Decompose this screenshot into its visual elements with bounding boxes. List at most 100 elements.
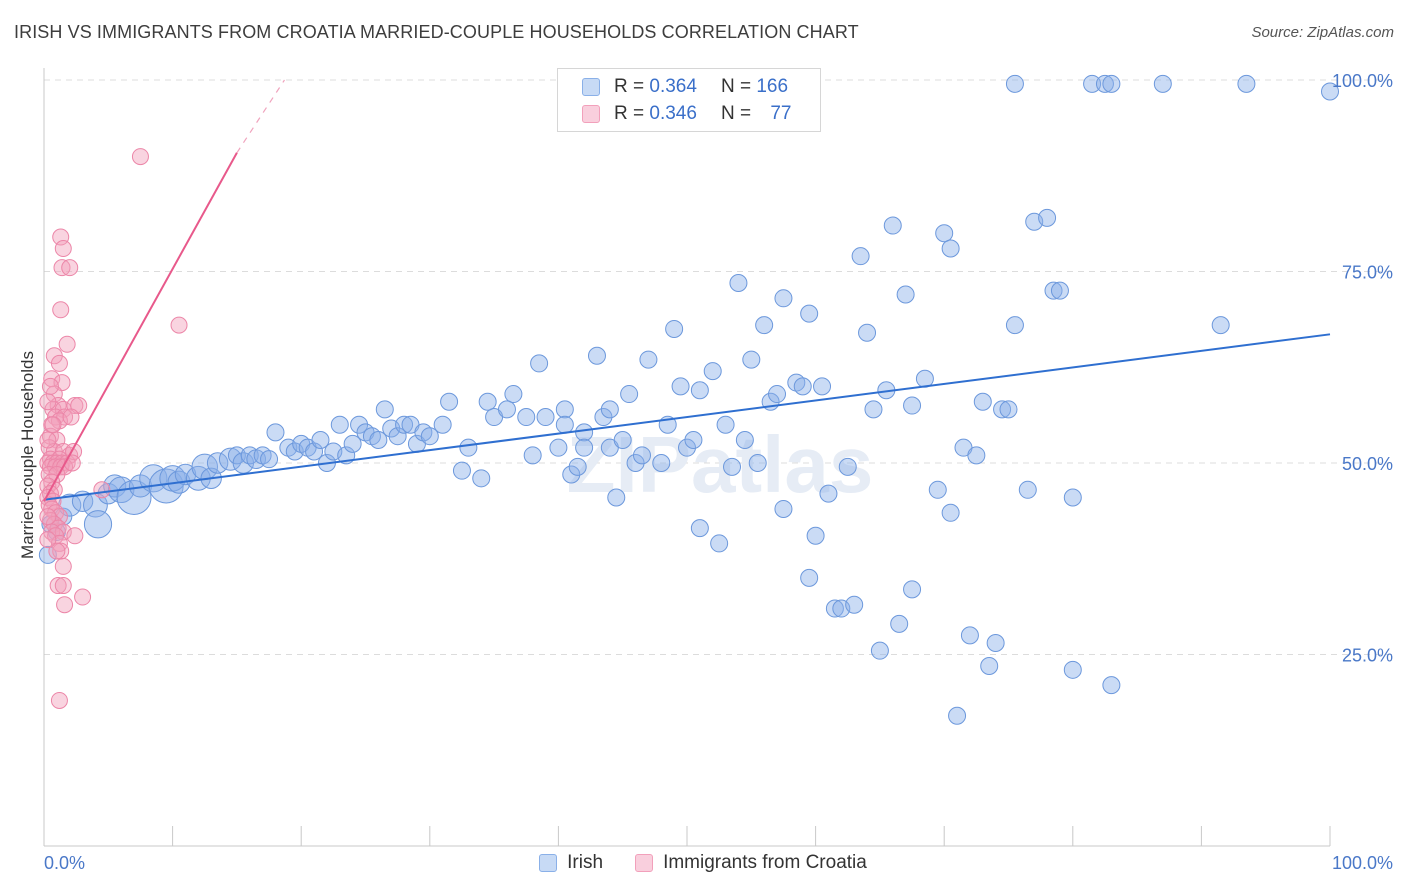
data-point (774, 499, 793, 518)
data-point (63, 454, 81, 472)
data-point (903, 580, 922, 599)
data-point (967, 446, 986, 465)
data-point (206, 452, 229, 474)
r-label: R = (614, 103, 645, 124)
legend-row-irish: R = 0.364 N = 166 (582, 74, 788, 100)
watermark: ZIPatlas (567, 420, 874, 509)
data-point (755, 316, 774, 335)
data-point (1063, 660, 1082, 679)
data-point (980, 656, 999, 675)
data-point (941, 239, 960, 258)
y-tick-label: 100.0% (1332, 71, 1393, 91)
data-point (806, 526, 825, 545)
data-point (742, 350, 761, 369)
legend-item-irish: Irish (539, 852, 603, 874)
data-point (594, 408, 613, 427)
irish-legend-swatch (539, 854, 558, 872)
source-label: Source: ZipAtlas.com (1251, 24, 1394, 41)
data-point (710, 534, 729, 553)
data-point (131, 148, 149, 166)
data-point (735, 431, 754, 450)
data-point (549, 438, 568, 457)
data-point (350, 415, 369, 434)
data-point (459, 438, 478, 457)
data-point (530, 354, 549, 373)
irish-n-value: 166 (756, 76, 789, 97)
data-point (1018, 480, 1037, 499)
data-point (986, 634, 1005, 653)
r-label: R = (614, 76, 645, 97)
data-point (1102, 74, 1121, 93)
croatia-legend-label: Immigrants from Croatia (663, 852, 867, 873)
data-point (41, 377, 59, 395)
data-point (632, 446, 651, 465)
chart-title: IRISH VS IMMIGRANTS FROM CROATIA MARRIED… (14, 22, 859, 42)
series-legend: Irish Immigrants from Croatia (0, 852, 1406, 874)
data-point (433, 415, 452, 434)
data-point (420, 427, 439, 446)
data-point (48, 542, 66, 560)
data-point (523, 446, 542, 465)
data-point (54, 577, 72, 595)
data-point (600, 400, 619, 419)
data-point (66, 527, 84, 545)
data-point (639, 350, 658, 369)
data-point (39, 393, 57, 411)
croatia-swatch (582, 105, 600, 123)
grid-lines (44, 79, 1395, 655)
n-label: N = (720, 103, 752, 124)
data-point (729, 273, 748, 292)
data-point (800, 568, 819, 587)
data-point (74, 588, 92, 606)
data-point (825, 599, 844, 618)
data-point (870, 641, 889, 660)
data-point (678, 438, 696, 457)
x-tick-label-max: 100.0% (1332, 853, 1393, 873)
data-point (793, 377, 812, 396)
data-point (626, 454, 645, 472)
data-point (671, 377, 690, 396)
data-point (472, 469, 491, 488)
data-point (665, 319, 684, 338)
data-point (83, 510, 113, 539)
data-point (613, 431, 632, 450)
data-point (58, 335, 76, 353)
data-point (240, 446, 259, 465)
data-point (607, 488, 626, 507)
data-point (61, 259, 79, 277)
data-point (690, 381, 709, 400)
data-point (1050, 281, 1069, 300)
data-point (1153, 74, 1172, 93)
y-tick-labels: 25.0% 50.0% 75.0% 100.0% (1332, 71, 1393, 666)
data-point (723, 457, 742, 476)
data-point (562, 465, 581, 484)
data-point (973, 392, 992, 411)
data-point (620, 385, 639, 404)
data-point (50, 354, 68, 372)
data-point (800, 304, 819, 323)
x-tick-label-min: 0.0% (44, 853, 85, 873)
data-point (684, 431, 703, 450)
croatia-trend-line (43, 152, 238, 502)
data-point (690, 519, 709, 538)
data-point (1044, 281, 1063, 300)
data-point (1321, 82, 1339, 101)
data-point (813, 377, 832, 396)
data-point (1038, 208, 1057, 227)
data-point (928, 480, 947, 499)
data-point (54, 557, 72, 575)
data-point (536, 408, 555, 427)
croatia-n-value: 77 (770, 103, 792, 124)
data-point (66, 397, 84, 415)
data-point (935, 224, 954, 243)
data-point (395, 415, 414, 434)
data-point (343, 434, 362, 453)
data-point (1102, 676, 1121, 695)
data-point (864, 400, 883, 419)
data-point (768, 385, 787, 404)
data-point (851, 247, 870, 266)
data-point (52, 301, 70, 319)
data-point (838, 457, 857, 476)
data-point (890, 614, 909, 633)
irish-legend-label: Irish (567, 852, 604, 873)
